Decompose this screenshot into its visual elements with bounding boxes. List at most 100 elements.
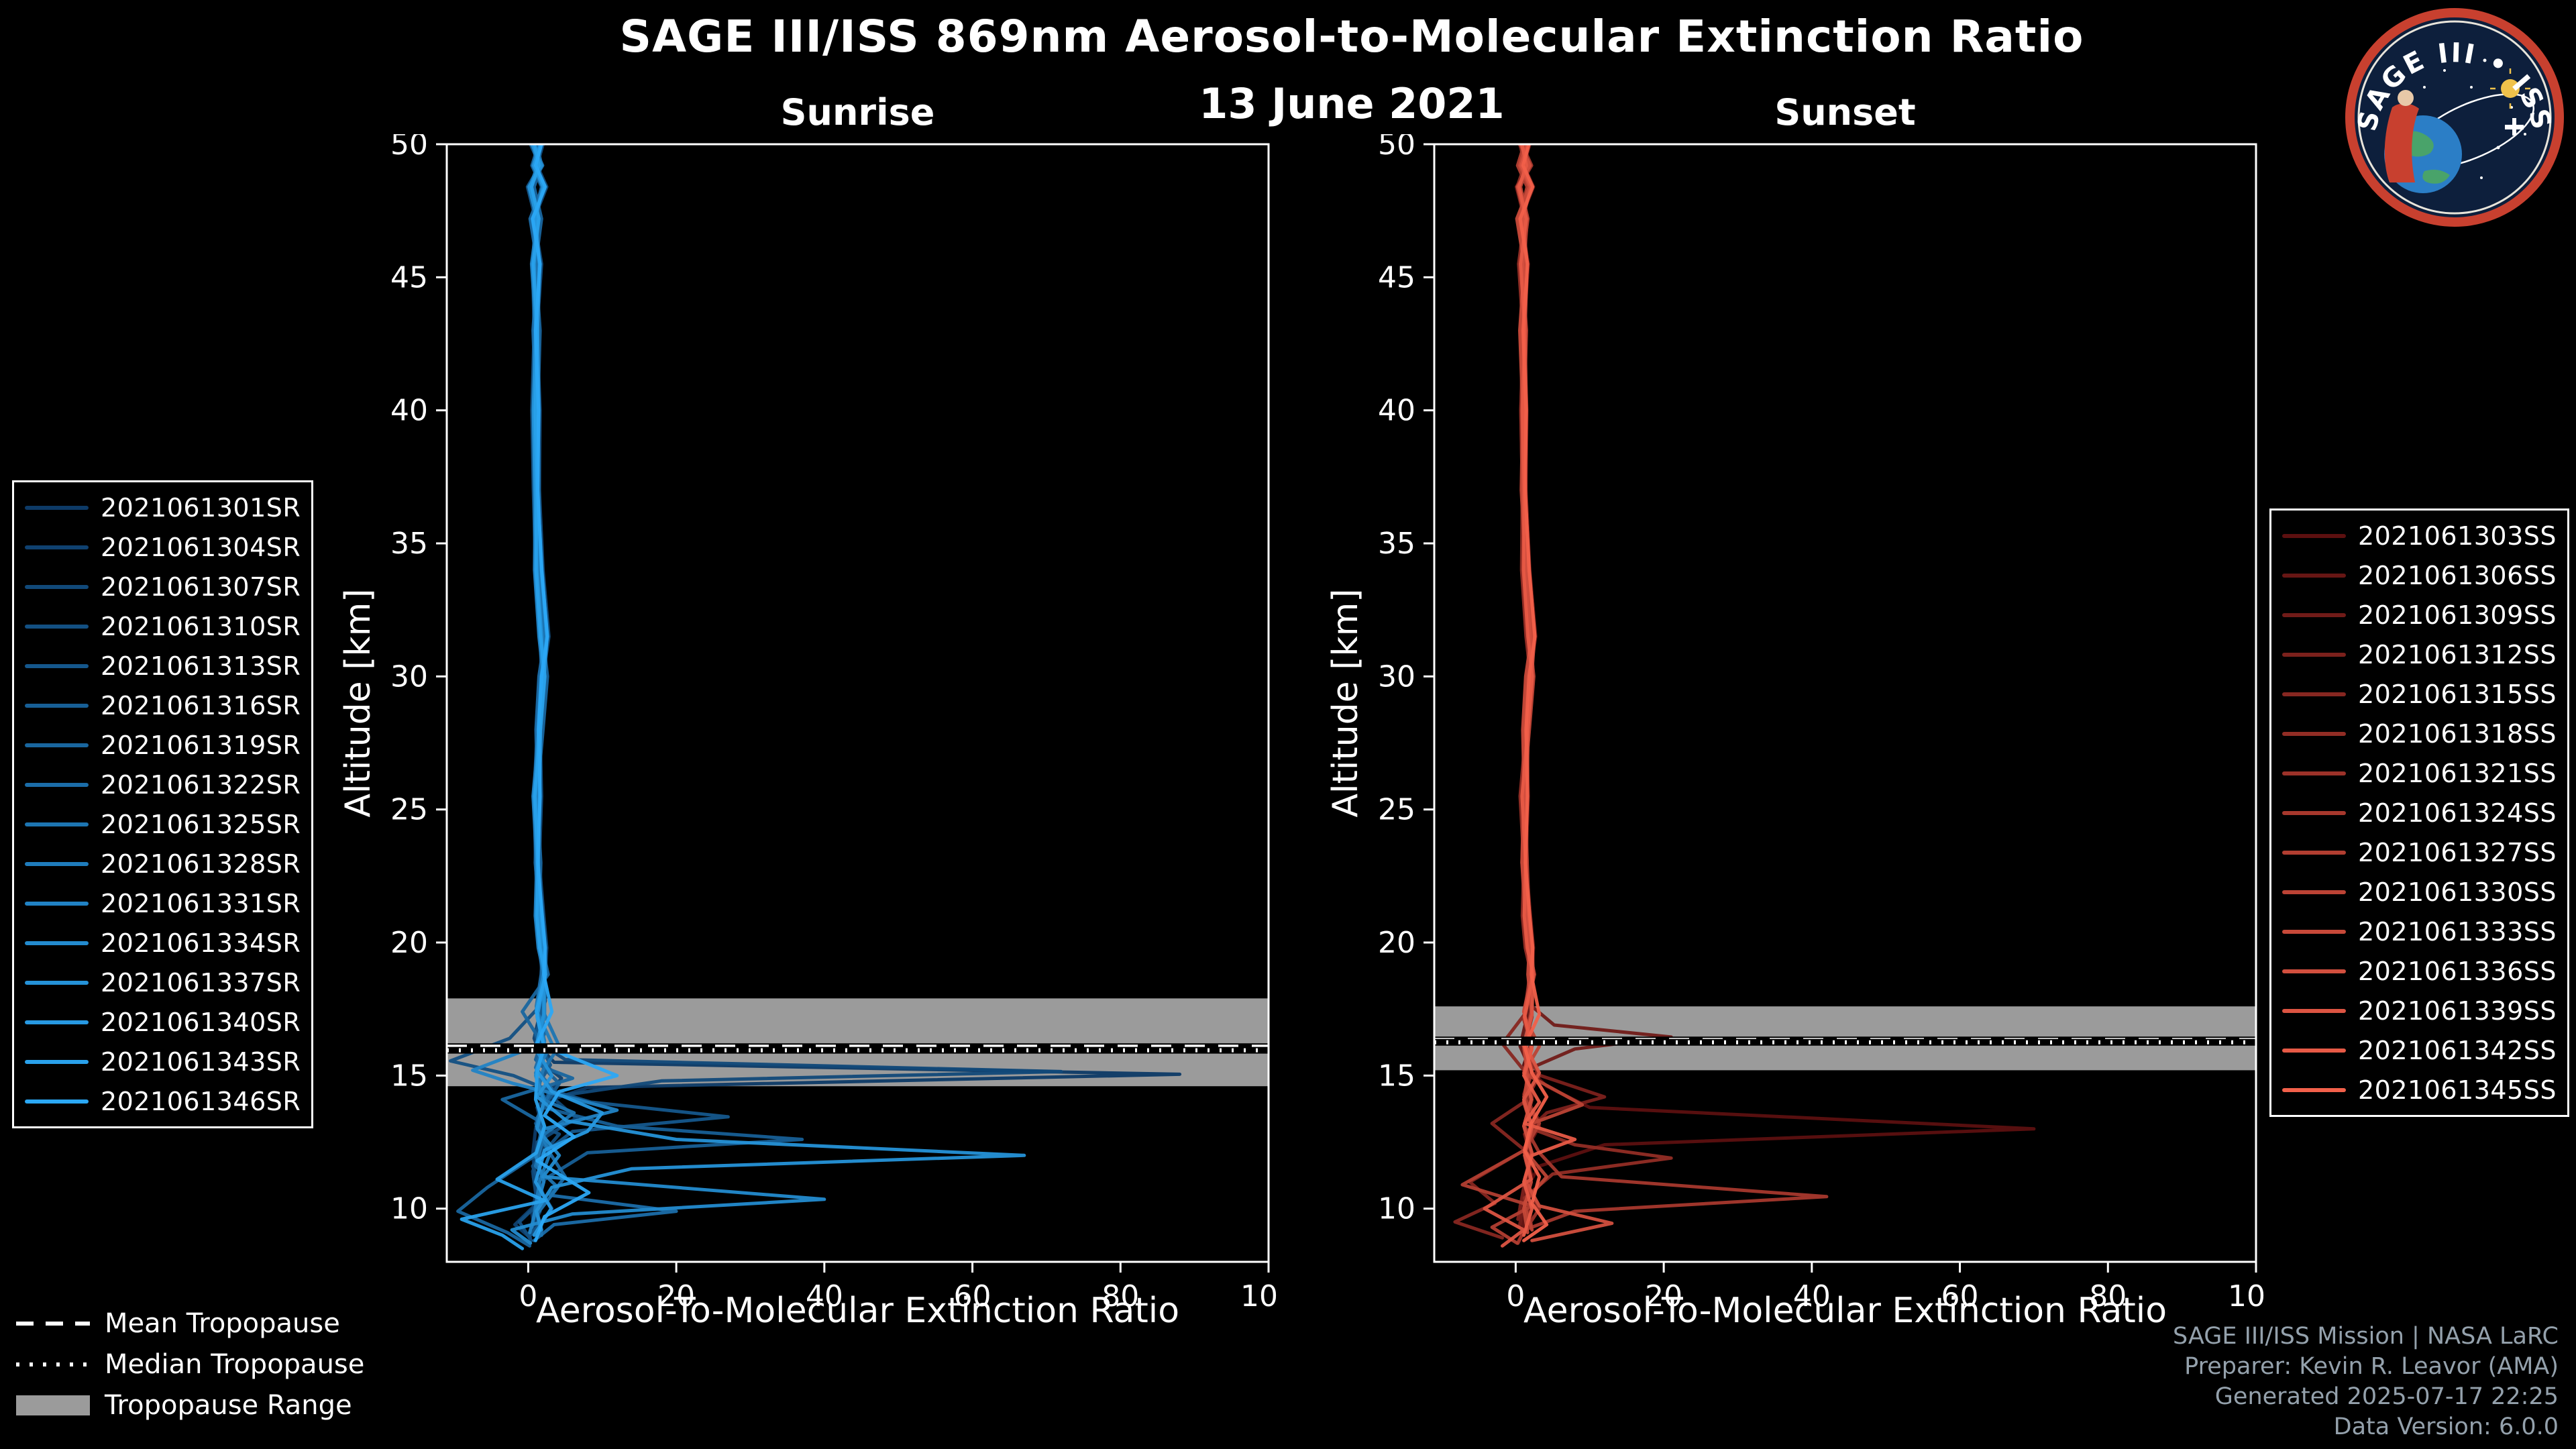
svg-text:0: 0 <box>519 1279 537 1313</box>
legend-item: 2021061333SS <box>2282 912 2557 951</box>
legend-item: 2021061307SR <box>25 567 301 606</box>
legend-item: 2021061315SS <box>2282 674 2557 714</box>
legend-label: 2021061315SS <box>2358 679 2557 709</box>
legend-item: 2021061327SS <box>2282 833 2557 872</box>
legend-label: 2021061304SR <box>101 532 301 562</box>
legend-label: 2021061303SS <box>2358 521 2557 551</box>
legend-line-swatch <box>2282 771 2346 775</box>
svg-text:10: 10 <box>390 1192 428 1226</box>
page-title: SAGE III/ISS 869nm Aerosol-to-Molecular … <box>619 11 2084 62</box>
legend-item: 2021061310SR <box>25 606 301 646</box>
footer-generated-line: Generated 2025-07-17 22:25 <box>2214 1383 2559 1410</box>
legend-item: 2021061345SS <box>2282 1070 2557 1110</box>
svg-text:15: 15 <box>1378 1059 1415 1093</box>
legend-line-swatch <box>25 941 89 945</box>
legend-line-swatch <box>2282 573 2346 578</box>
legend-item: 2021061301SR <box>25 488 301 527</box>
legend-item: 2021061343SR <box>25 1042 301 1081</box>
legend-line-swatch <box>25 782 89 787</box>
logo-sun-rays <box>2490 68 2530 109</box>
svg-text:40: 40 <box>390 394 428 428</box>
svg-text:10: 10 <box>1378 1192 1415 1226</box>
svg-text:80: 80 <box>1102 1279 1139 1313</box>
legend-item: 2021061346SR <box>25 1081 301 1121</box>
legend-label: 2021061319SR <box>101 730 301 760</box>
svg-text:100: 100 <box>2228 1279 2266 1313</box>
legend-line-swatch <box>2282 731 2346 736</box>
legend-item: 2021061316SR <box>25 686 301 725</box>
legend-line-swatch <box>25 663 89 668</box>
svg-text:45: 45 <box>390 260 428 294</box>
mean-tropopause-label: Mean Tropopause <box>105 1307 340 1339</box>
figure-date: 13 June 2021 <box>1199 79 1505 128</box>
tropopause-legend: Mean Tropopause Median Tropopause Tropop… <box>16 1308 364 1431</box>
svg-text:100: 100 <box>1240 1279 1279 1313</box>
legend-line-swatch <box>25 624 89 629</box>
footer-data-version-line: Data Version: 6.0.0 <box>2333 1413 2559 1440</box>
legend-item: 2021061334SR <box>25 923 301 963</box>
legend-line-swatch <box>25 1020 89 1024</box>
svg-text:40: 40 <box>806 1279 843 1313</box>
legend-line-swatch <box>25 901 89 906</box>
legend-label: 2021061306SS <box>2358 560 2557 590</box>
svg-text:80: 80 <box>2089 1279 2127 1313</box>
svg-text:40: 40 <box>1378 394 1415 428</box>
tropopause-range-legend-item: Tropopause Range <box>16 1389 364 1421</box>
legend-label: 2021061310SR <box>101 611 301 641</box>
legend-label: 2021061316SR <box>101 690 301 720</box>
tropopause-range-label: Tropopause Range <box>105 1389 352 1421</box>
legend-item: 2021061342SS <box>2282 1030 2557 1070</box>
legend-label: 2021061325SR <box>101 809 301 839</box>
svg-text:20: 20 <box>390 926 428 960</box>
legend-label: 2021061339SS <box>2358 996 2557 1026</box>
sage-iii-iss-logo: SAGE III • ISS <box>2345 8 2564 227</box>
svg-text:0: 0 <box>1506 1279 1525 1313</box>
svg-text:20: 20 <box>1645 1279 1682 1313</box>
legend-label: 2021061324SS <box>2358 798 2557 828</box>
legend-line-swatch <box>2282 652 2346 657</box>
legend-line-swatch <box>25 545 89 549</box>
legend-label: 2021061337SR <box>101 967 301 998</box>
legend-item: 2021061318SS <box>2282 714 2557 753</box>
sunset-x-axis-label: Aerosol-To-Molecular Extinction Ratio <box>1523 1291 2167 1331</box>
legend-line-swatch <box>2282 890 2346 894</box>
svg-text:30: 30 <box>390 659 428 694</box>
median-tropopause-dotted-line-icon <box>16 1362 90 1366</box>
legend-label: 2021061340SR <box>101 1007 301 1037</box>
footer-credits: SAGE III/ISS Mission | NASA LaRC Prepare… <box>2173 1322 2559 1442</box>
legend-item: 2021061312SS <box>2282 635 2557 674</box>
sunset-chart: 0 20 40 60 80 100 10 15 20 25 30 35 40 45 50 <box>1378 134 2266 1313</box>
mean-tropopause-dashed-line-icon <box>16 1321 90 1326</box>
logo-iss-icon <box>2505 118 2524 136</box>
svg-text:35: 35 <box>390 527 428 561</box>
legend-label: 2021061343SR <box>101 1046 301 1077</box>
legend-line-swatch <box>25 980 89 985</box>
legend-label: 2021061331SR <box>101 888 301 918</box>
median-tropopause-legend-item: Median Tropopause <box>16 1349 364 1380</box>
legend-line-swatch <box>2282 612 2346 617</box>
legend-line-swatch <box>25 584 89 589</box>
legend-label: 2021061312SS <box>2358 639 2557 669</box>
legend-label: 2021061342SS <box>2358 1035 2557 1065</box>
legend-label: 2021061345SS <box>2358 1075 2557 1105</box>
svg-text:60: 60 <box>1941 1279 1979 1313</box>
sunrise-legend: 2021061301SR 2021061304SR 2021061307SR 2021… <box>12 480 314 1128</box>
legend-item: 2021061306SS <box>2282 555 2557 595</box>
legend-line-swatch <box>2282 1087 2346 1092</box>
svg-text:50: 50 <box>390 134 428 162</box>
legend-item: 2021061337SR <box>25 963 301 1002</box>
logo-sage-figure <box>2384 103 2419 182</box>
legend-label: 2021061321SS <box>2358 758 2557 788</box>
legend-item: 2021061340SR <box>25 1002 301 1042</box>
svg-text:15: 15 <box>390 1059 428 1093</box>
legend-label: 2021061330SS <box>2358 877 2557 907</box>
legend-label: 2021061327SS <box>2358 837 2557 867</box>
legend-line-swatch <box>25 1099 89 1104</box>
legend-item: 2021061319SR <box>25 725 301 765</box>
svg-text:40: 40 <box>1793 1279 1831 1313</box>
legend-item: 2021061336SS <box>2282 951 2557 991</box>
legend-label: 2021061328SR <box>101 849 301 879</box>
legend-label: 2021061346SR <box>101 1086 301 1116</box>
legend-item: 2021061309SS <box>2282 595 2557 635</box>
legend-item: 2021061313SR <box>25 646 301 686</box>
